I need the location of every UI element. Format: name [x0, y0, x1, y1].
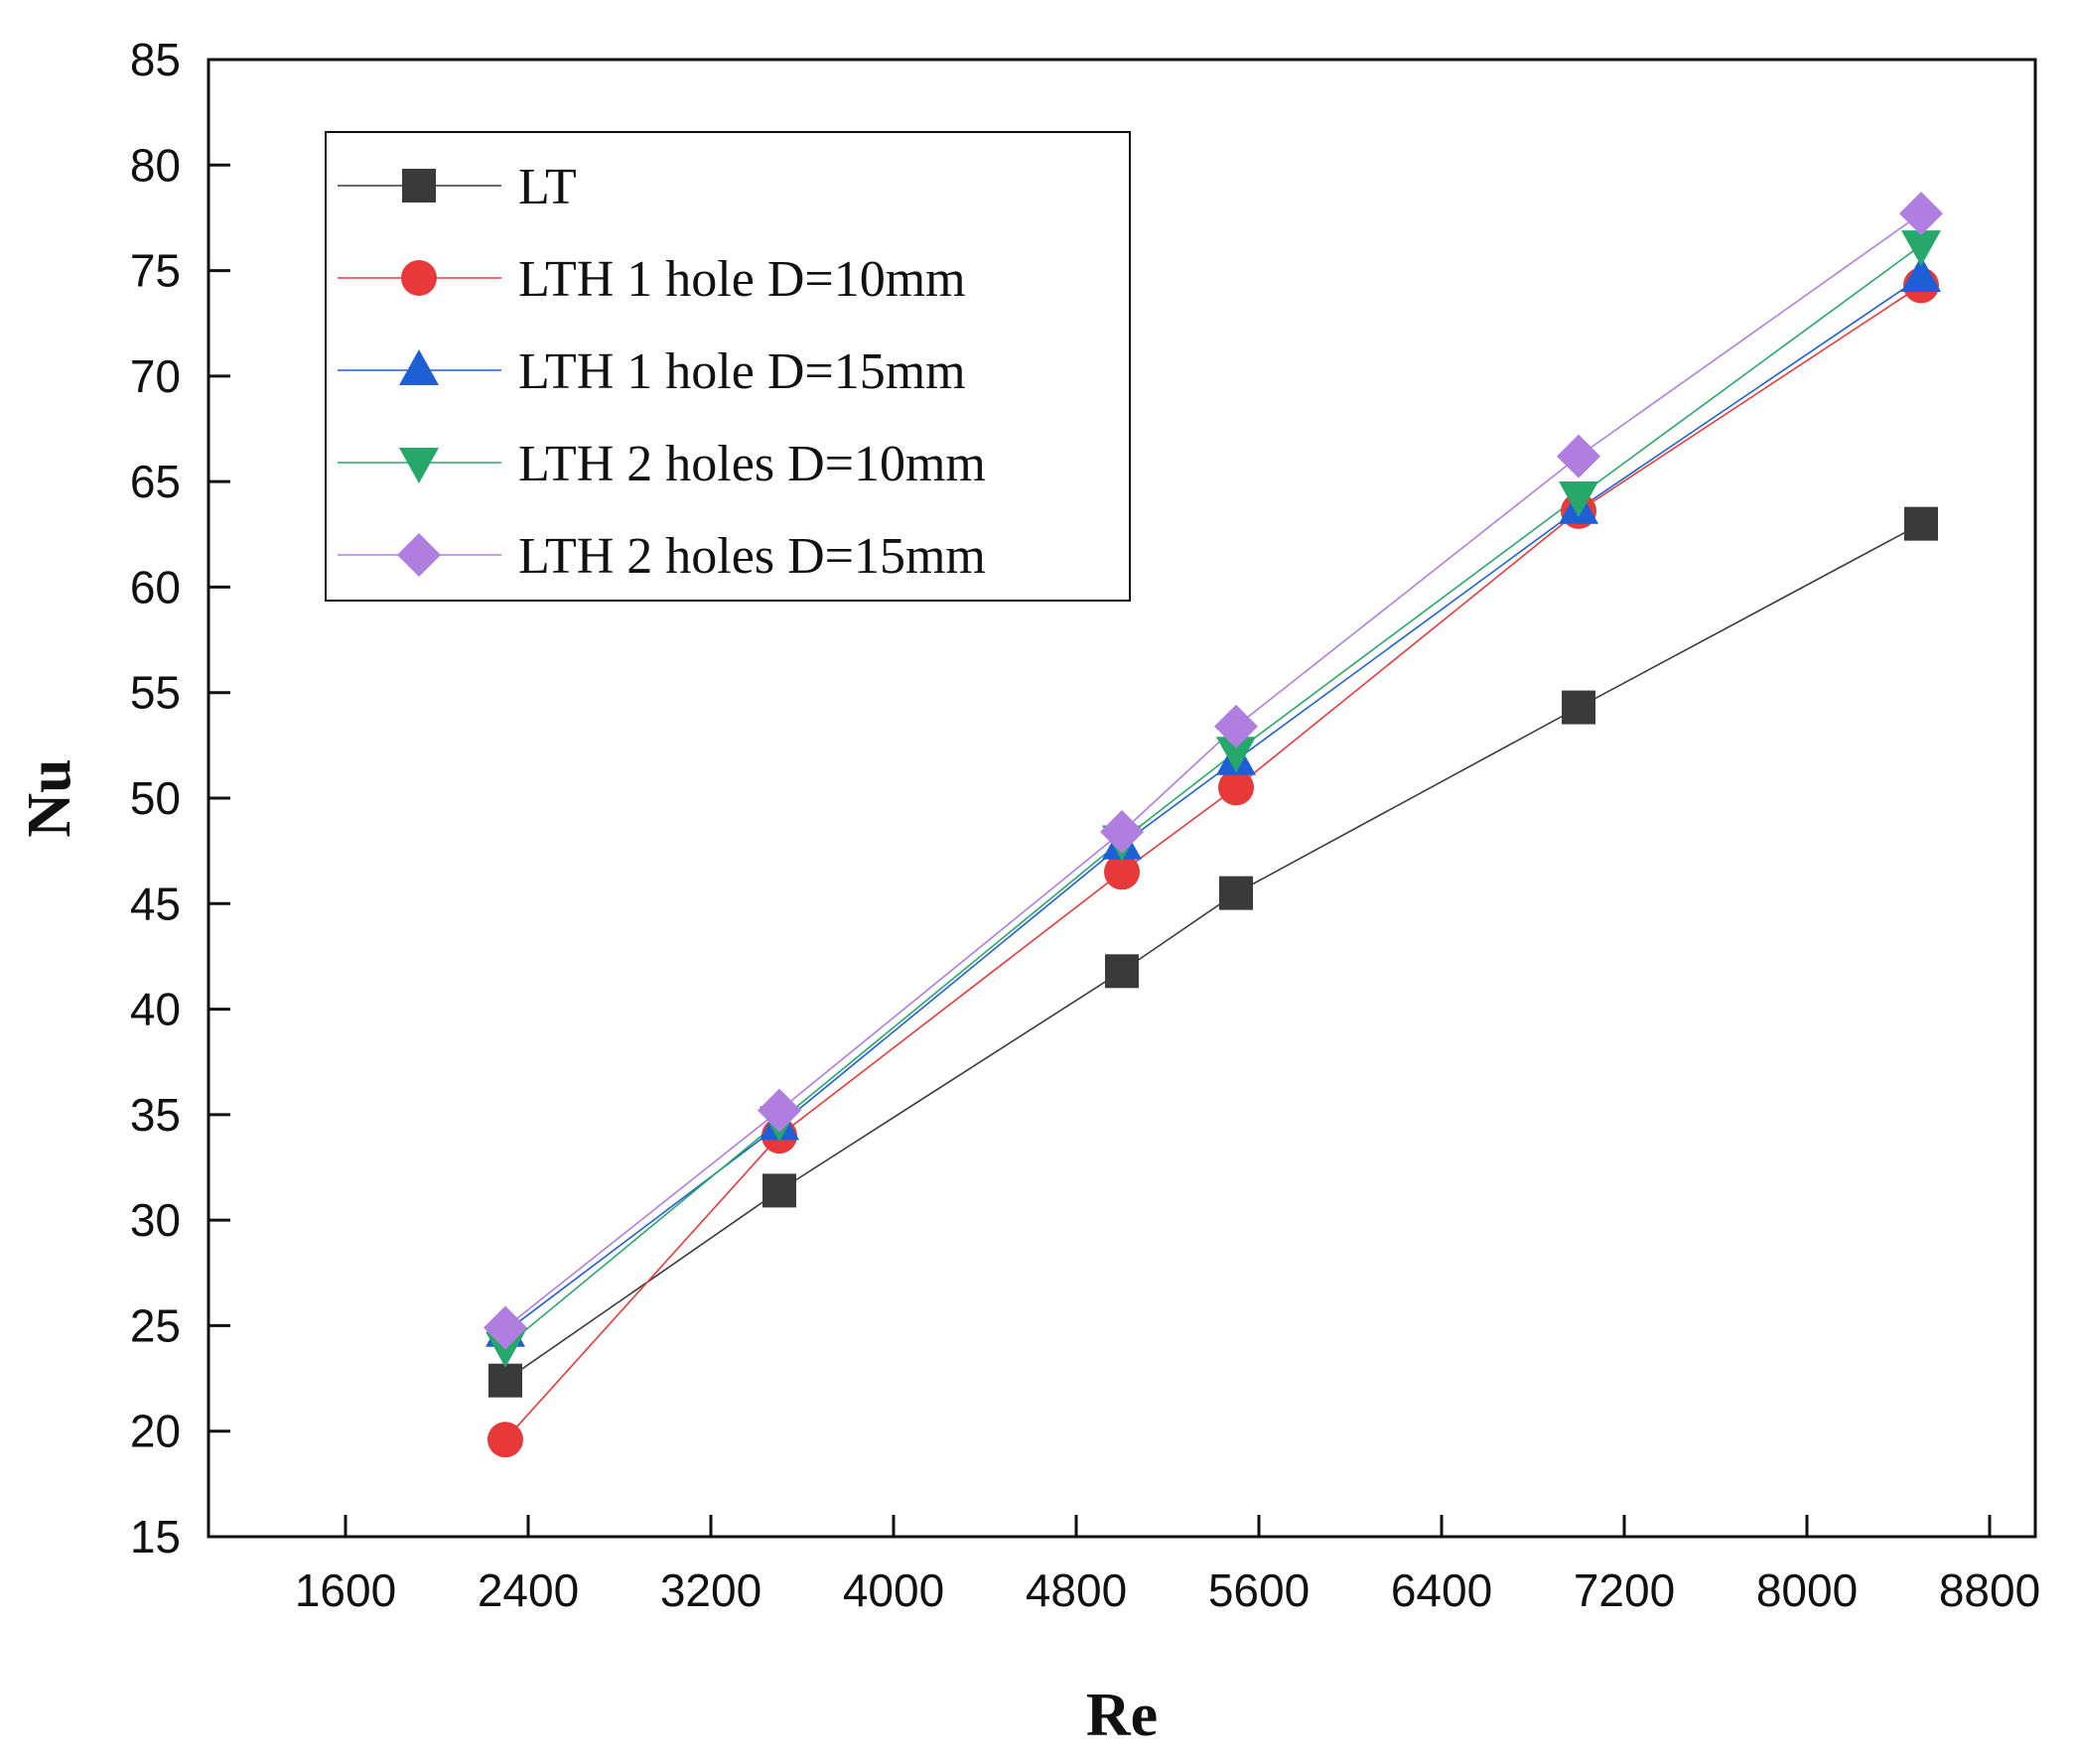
x-tick-label: 7200: [1574, 1564, 1675, 1616]
legend-marker: [401, 260, 437, 296]
data-point: [1901, 255, 1941, 292]
series-3: [504, 244, 1922, 1348]
x-tick-label: 5600: [1208, 1564, 1310, 1616]
legend-entry: LTH 2 holes D=10mm: [338, 436, 986, 492]
y-tick-label: 50: [130, 772, 181, 824]
y-tick-label: 75: [130, 245, 181, 297]
legend-label: LTH 2 holes D=10mm: [518, 436, 986, 492]
y-tick-label: 85: [130, 34, 181, 85]
data-point: [758, 1088, 801, 1133]
x-tick-label: 4000: [843, 1564, 944, 1616]
series-4: [504, 212, 1922, 1329]
y-tick-label: 40: [130, 984, 181, 1035]
data-point: [1559, 481, 1598, 518]
series-line: [504, 212, 1922, 1329]
series-0: [504, 522, 1922, 1382]
y-axis-title: Nu: [16, 758, 83, 837]
legend-marker: [399, 448, 439, 483]
legend-label: LTH 1 hole D=15mm: [518, 343, 966, 400]
data-point: [1899, 192, 1943, 236]
data-point: [1562, 690, 1595, 725]
series-markers-0: [488, 506, 1938, 1398]
legend-entry: LTH 1 hole D=15mm: [338, 343, 966, 400]
y-tick-label: 80: [130, 139, 181, 191]
x-tick-label: 8000: [1756, 1564, 1858, 1616]
data-point: [1104, 854, 1140, 890]
x-tick-label: 6400: [1391, 1564, 1492, 1616]
data-point: [1904, 506, 1938, 541]
x-tick-label: 3200: [660, 1564, 761, 1616]
series-line: [504, 244, 1922, 1348]
data-point: [484, 1305, 527, 1350]
series-2: [504, 276, 1922, 1333]
y-tick-label: 25: [130, 1299, 181, 1351]
y-tick-label: 35: [130, 1089, 181, 1141]
y-tick-label: 45: [130, 878, 181, 929]
data-point: [1216, 737, 1256, 773]
y-tick-label: 70: [130, 350, 181, 402]
legend-label: LTH 1 hole D=10mm: [518, 251, 966, 308]
data-point: [762, 1173, 796, 1208]
series-line: [504, 284, 1922, 1440]
data-point: [1214, 704, 1258, 748]
data-point: [488, 1363, 522, 1398]
y-tick-label: 65: [130, 456, 181, 507]
data-point: [1557, 434, 1600, 478]
data-point: [487, 1422, 523, 1458]
legend-marker: [397, 533, 441, 577]
series-1: [504, 284, 1922, 1440]
data-point: [1901, 230, 1941, 267]
x-tick-label: 2400: [478, 1564, 579, 1616]
y-tick-label: 20: [130, 1406, 181, 1457]
y-tick-label: 55: [130, 667, 181, 719]
y-tick-label: 60: [130, 561, 181, 612]
legend-entry: LTH 2 holes D=15mm: [338, 528, 986, 585]
legend-entry: LTH 1 hole D=10mm: [338, 251, 966, 308]
y-tick-label: 15: [130, 1511, 181, 1562]
legend-label: LTH 2 holes D=15mm: [518, 528, 986, 585]
series-markers-4: [484, 192, 1943, 1350]
legend-marker: [399, 349, 439, 385]
legend-box: [325, 131, 1131, 602]
legend: LT LTH 1 hole D=10mm LTH 1 hole D=15mm LTH …: [325, 131, 1131, 602]
legend-label: LT: [518, 159, 577, 215]
x-tick-label: 4800: [1026, 1564, 1127, 1616]
legend-marker: [402, 169, 436, 203]
y-tick-label: 30: [130, 1194, 181, 1246]
data-point: [1218, 769, 1254, 806]
x-tick-label: 8800: [1939, 1564, 2040, 1616]
series-line: [504, 522, 1922, 1382]
x-tick-label: 1600: [295, 1564, 396, 1616]
legend-entry: LT: [338, 159, 577, 215]
data-point: [485, 1331, 525, 1368]
x-axis-title: Re: [1086, 1682, 1158, 1749]
data-point: [1100, 810, 1144, 855]
data-point: [1105, 954, 1139, 989]
data-point: [1219, 876, 1253, 910]
series-line: [504, 276, 1922, 1333]
